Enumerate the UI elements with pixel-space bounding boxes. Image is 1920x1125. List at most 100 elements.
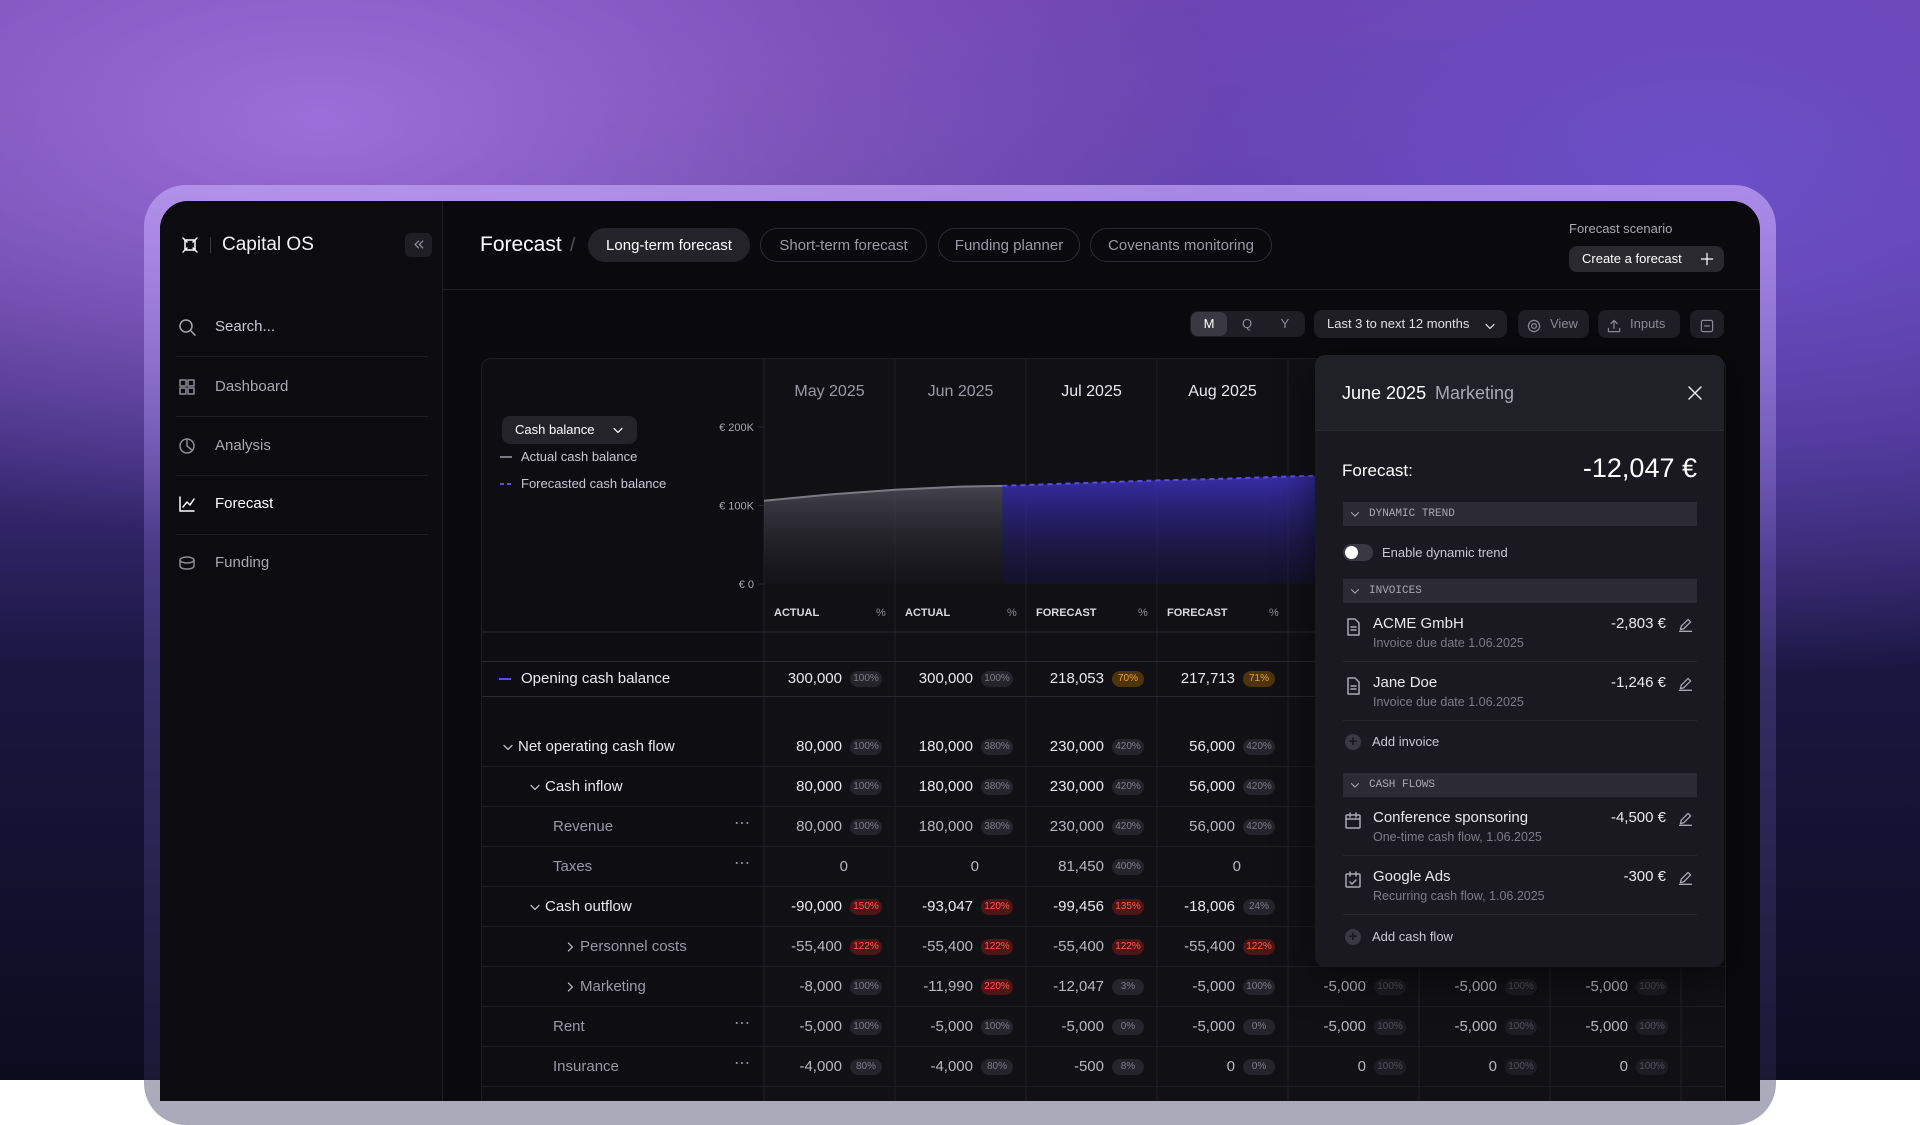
section-header[interactable]: CASH FLOWS (1343, 773, 1697, 797)
divider (210, 237, 211, 253)
cell-value: -5,000 (1550, 978, 1628, 995)
cell-value: -11,990 (895, 978, 973, 995)
y-tick-label: € 0 (739, 579, 754, 591)
toggle-knob (1345, 546, 1358, 559)
row-menu[interactable]: ⋯ (734, 1053, 751, 1073)
row-menu[interactable]: ⋯ (734, 813, 751, 833)
export-button[interactable] (1690, 310, 1724, 338)
pct-header: % (1007, 607, 1017, 619)
chart-selector[interactable]: Cash balance (502, 416, 637, 444)
section-header[interactable]: DYNAMIC TREND (1343, 502, 1697, 526)
item-name[interactable]: ACME GmbH (1373, 615, 1464, 632)
item-amount: -2,803 € (1611, 615, 1666, 632)
pct-badge: 122% (1112, 939, 1144, 955)
pct-badge: 100% (981, 671, 1013, 687)
collapse-icon (410, 236, 427, 258)
cell-value: -5,000 (1288, 978, 1366, 995)
item-divider (1343, 661, 1697, 662)
add-button[interactable]: Add invoice (1372, 734, 1439, 749)
item-amount: -300 € (1623, 868, 1666, 885)
cell-value: -90,000 (764, 898, 842, 915)
row-menu[interactable]: ⋯ (734, 1013, 751, 1033)
view-button[interactable]: View (1518, 310, 1589, 338)
pct-header: % (876, 607, 886, 619)
cell-value: -8,000 (764, 978, 842, 995)
expand-icon (527, 899, 543, 920)
row-marker (499, 678, 511, 680)
nav-item[interactable]: Forecast (172, 484, 430, 524)
row-label: Revenue (553, 818, 613, 835)
cell-value: 0 (1288, 1058, 1366, 1075)
month-header: Jun 2025 (895, 383, 1026, 401)
item-detail: Invoice due date 1.06.2025 (1373, 695, 1524, 709)
section-header[interactable]: INVOICES (1343, 579, 1697, 603)
upload-icon (1606, 316, 1622, 344)
period-option[interactable]: Y (1267, 312, 1303, 336)
chevron-icon (1348, 584, 1362, 603)
create-forecast-button[interactable]: Create a forecast (1569, 246, 1724, 272)
forecast-value: -12,047 € (1583, 453, 1697, 484)
inputs-button[interactable]: Inputs (1598, 310, 1680, 338)
page-title: Forecast (480, 233, 562, 257)
period-option[interactable]: M (1191, 312, 1227, 336)
month-header: Jul 2025 (1026, 383, 1157, 401)
close-button[interactable] (1685, 383, 1705, 408)
add-button[interactable]: Add cash flow (1372, 929, 1453, 944)
forecast-label: Forecast: (1342, 461, 1413, 481)
expand-icon (500, 739, 516, 760)
tab[interactable]: Short-term forecast (760, 228, 927, 262)
edit-icon[interactable] (1677, 675, 1694, 697)
pct-badge: 420% (1112, 739, 1144, 755)
row-label: Personnel costs (580, 938, 687, 955)
cell-value: -5,000 (1026, 1018, 1104, 1035)
cell-value: 56,000 (1157, 738, 1235, 755)
cell-value: 217,713 (1157, 670, 1235, 687)
nav-item[interactable]: Dashboard (172, 367, 430, 407)
pct-badge: 400% (1112, 859, 1144, 875)
row-divider (482, 1046, 1725, 1047)
edit-icon[interactable] (1677, 810, 1694, 832)
nav-divider (176, 475, 428, 476)
pct-badge: 420% (1243, 779, 1275, 795)
cell-value: 56,000 (1157, 778, 1235, 795)
edit-icon[interactable] (1677, 869, 1694, 891)
collapse-button[interactable] (405, 233, 432, 257)
pct-badge: 100% (850, 671, 882, 687)
tab[interactable]: Covenants monitoring (1090, 228, 1272, 262)
chevron-icon (1482, 316, 1498, 344)
cell-value: -55,400 (895, 938, 973, 955)
tab[interactable]: Long-term forecast (588, 228, 750, 262)
cell-value: -5,000 (1419, 978, 1497, 995)
area (764, 486, 1002, 584)
nav-item[interactable]: Funding (172, 543, 430, 583)
toggle[interactable] (1343, 544, 1373, 561)
pct-badge: 135% (1112, 899, 1144, 915)
cell-value: -12,047 (1026, 978, 1104, 995)
expand-icon (562, 979, 578, 1000)
pct-badge: 120% (981, 899, 1013, 915)
range-dropdown[interactable]: Last 3 to next 12 months (1314, 310, 1507, 338)
item-name[interactable]: Conference sponsoring (1373, 809, 1528, 826)
item-name[interactable]: Google Ads (1373, 868, 1451, 885)
pct-badge: 8% (1112, 1059, 1144, 1075)
period-option[interactable]: Q (1229, 312, 1265, 336)
pct-header: % (1269, 607, 1279, 619)
item-name[interactable]: Jane Doe (1373, 674, 1437, 691)
row-menu[interactable]: ⋯ (734, 853, 751, 873)
nav-icon (177, 494, 197, 519)
search-input[interactable]: Search... (215, 318, 275, 335)
pct-badge: 420% (1112, 779, 1144, 795)
tab[interactable]: Funding planner (938, 228, 1080, 262)
pct-badge: 100% (1636, 979, 1668, 995)
nav-label: Dashboard (215, 378, 288, 395)
nav-item[interactable]: Analysis (172, 426, 430, 466)
cell-value: 80,000 (764, 738, 842, 755)
cell-value: -5,000 (1419, 1018, 1497, 1035)
column-kind: FORECAST (1036, 607, 1097, 619)
settings-icon (1526, 316, 1542, 344)
edit-icon[interactable] (1677, 616, 1694, 638)
row-label: Net operating cash flow (518, 738, 675, 755)
